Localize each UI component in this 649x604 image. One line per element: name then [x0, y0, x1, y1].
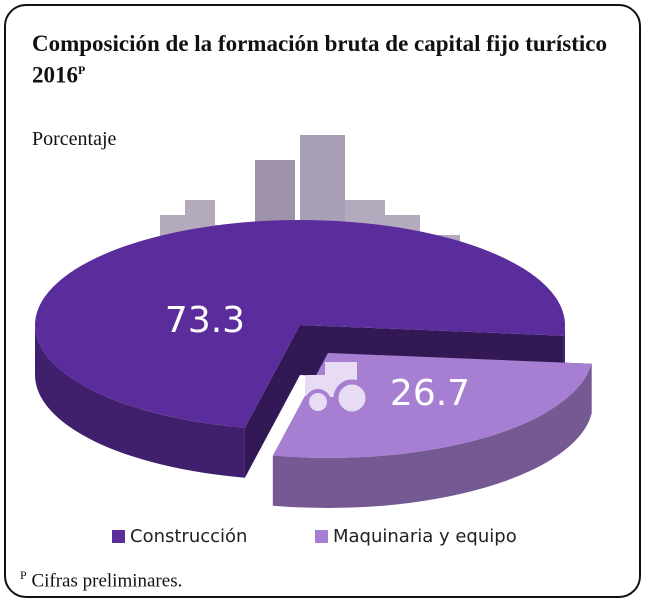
- subtitle: Porcentaje: [32, 128, 117, 150]
- note-text: Cifras preliminares.: [31, 570, 183, 592]
- year-mark: P: [78, 63, 86, 77]
- legend-item: Construcción: [112, 526, 247, 547]
- legend-swatch: [112, 530, 125, 543]
- frame: [4, 4, 641, 598]
- legend-swatch: [315, 530, 328, 543]
- slice-side: [35, 325, 245, 478]
- data-label: 73.3: [165, 300, 245, 341]
- slice-face: [244, 325, 300, 478]
- footnote: P Cifras preliminares.: [20, 568, 182, 592]
- slice-side: [272, 363, 592, 508]
- pie: 73.3 26.7: [35, 220, 592, 508]
- legend-label: Construcción: [130, 526, 248, 547]
- note-mark: P: [20, 568, 27, 582]
- data-label: 26.7: [390, 373, 470, 414]
- slice: [35, 220, 565, 428]
- chart-title: Composición de la formación bruta de cap…: [32, 30, 612, 89]
- year: 2016: [32, 62, 78, 88]
- legend-label: Maquinaria y equipo: [333, 526, 517, 547]
- legend-item: Maquinaria y equipo: [315, 526, 517, 547]
- title-text: Composición de la formación bruta de cap…: [32, 31, 607, 56]
- tractor-icon: [305, 362, 371, 417]
